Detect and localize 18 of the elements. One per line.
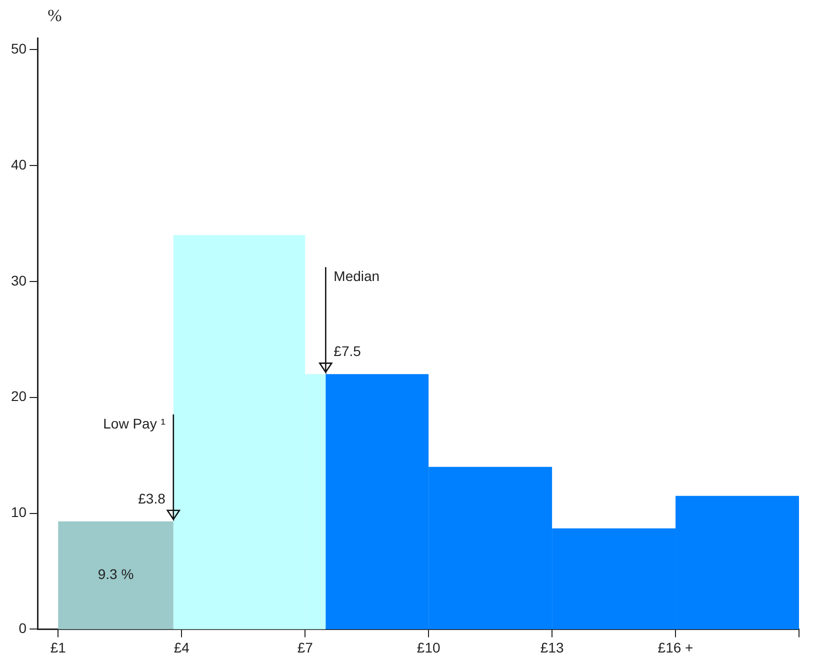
y-tick-label: 50 [10,40,27,56]
x-tick-label: £16 + [658,639,694,656]
ref-line-label: Low Pay ¹ [103,415,166,432]
annotation: £7.5 [334,343,362,360]
x-tick-label: £1 [50,639,66,656]
y-tick-label: 10 [10,504,27,520]
y-axis-title: % [48,6,62,25]
x-tick-label: £7 [297,639,314,656]
annotation: £3.8 [138,490,166,506]
ref-line-label: Median [334,268,380,284]
y-tick-label: 40 [10,156,27,172]
x-tick-label: £4 [174,639,190,656]
data-label: 9.3 % [98,566,134,582]
y-tick-label: 0 [18,620,27,636]
y-tick-label: 30 [10,272,27,288]
x-tick-label: £13 [540,639,564,656]
x-tick-label: £10 [416,639,440,656]
y-tick-label: 20 [10,388,27,404]
